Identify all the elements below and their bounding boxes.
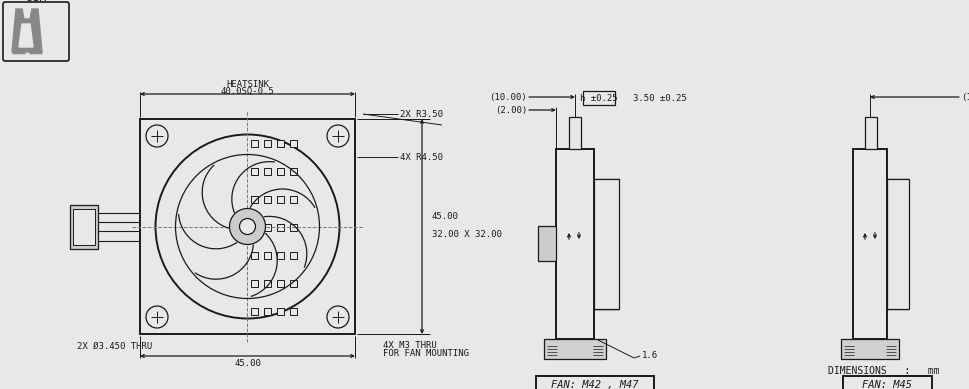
Polygon shape bbox=[12, 9, 42, 52]
Text: (10.00): (10.00) bbox=[489, 93, 526, 102]
Text: (10.50): (10.50) bbox=[960, 93, 969, 102]
Bar bbox=[277, 307, 284, 314]
Text: HEATSINK: HEATSINK bbox=[226, 79, 268, 89]
Text: 40.0SQ-0.5: 40.0SQ-0.5 bbox=[220, 86, 274, 96]
Text: h ±0.25: h ±0.25 bbox=[579, 93, 617, 102]
Bar bbox=[140, 119, 355, 334]
Text: 45.00: 45.00 bbox=[431, 212, 458, 221]
Circle shape bbox=[146, 125, 168, 147]
Text: 2X R3.50: 2X R3.50 bbox=[399, 109, 443, 119]
Circle shape bbox=[327, 306, 349, 328]
Bar bbox=[277, 140, 284, 147]
Bar bbox=[277, 168, 284, 175]
Bar bbox=[290, 280, 297, 287]
Bar bbox=[290, 252, 297, 259]
Bar bbox=[569, 117, 580, 149]
Bar bbox=[536, 376, 653, 389]
Bar bbox=[290, 140, 297, 147]
Bar bbox=[538, 226, 555, 261]
Polygon shape bbox=[19, 24, 33, 47]
Bar bbox=[886, 179, 908, 309]
Bar bbox=[265, 168, 271, 175]
Text: FAN: M45: FAN: M45 bbox=[861, 380, 912, 389]
Text: FAN: M42 , M47: FAN: M42 , M47 bbox=[550, 380, 639, 389]
Bar bbox=[290, 168, 297, 175]
Text: 1.6: 1.6 bbox=[641, 352, 657, 361]
Text: 3.50 ±0.25: 3.50 ±0.25 bbox=[633, 93, 686, 102]
Bar bbox=[544, 339, 606, 359]
Bar bbox=[593, 179, 618, 309]
Bar bbox=[265, 280, 271, 287]
Bar bbox=[842, 376, 931, 389]
Bar bbox=[265, 307, 271, 314]
Bar bbox=[840, 339, 898, 359]
Bar bbox=[251, 196, 258, 203]
Bar bbox=[251, 307, 258, 314]
Text: DIM: DIM bbox=[26, 0, 47, 3]
Text: DIMENSIONS   :   mm: DIMENSIONS : mm bbox=[828, 366, 939, 376]
Bar bbox=[290, 196, 297, 203]
Circle shape bbox=[239, 219, 255, 235]
Bar bbox=[277, 252, 284, 259]
Bar bbox=[251, 140, 258, 147]
Bar bbox=[277, 280, 284, 287]
Text: (2.00): (2.00) bbox=[494, 105, 526, 114]
Bar bbox=[251, 168, 258, 175]
Bar bbox=[555, 149, 593, 339]
Bar bbox=[251, 224, 258, 231]
Text: FOR FAN MOUNTING: FOR FAN MOUNTING bbox=[383, 349, 469, 359]
Bar bbox=[251, 280, 258, 287]
Bar bbox=[277, 196, 284, 203]
Text: 45.00: 45.00 bbox=[234, 359, 261, 368]
Bar bbox=[582, 91, 614, 105]
Bar bbox=[251, 252, 258, 259]
Bar bbox=[73, 209, 95, 245]
Text: 4X M3 THRU: 4X M3 THRU bbox=[383, 342, 436, 350]
Bar bbox=[265, 140, 271, 147]
Text: 32.00 X 32.00: 32.00 X 32.00 bbox=[431, 230, 501, 239]
Bar bbox=[864, 117, 876, 149]
Bar bbox=[70, 205, 98, 249]
Bar bbox=[290, 307, 297, 314]
Text: 4X R4.50: 4X R4.50 bbox=[399, 152, 443, 161]
Bar bbox=[277, 224, 284, 231]
Circle shape bbox=[155, 135, 339, 319]
Bar bbox=[265, 224, 271, 231]
Circle shape bbox=[327, 125, 349, 147]
Circle shape bbox=[146, 306, 168, 328]
Bar bbox=[852, 149, 886, 339]
Bar bbox=[265, 196, 271, 203]
Text: 2X Ø3.450 THRU: 2X Ø3.450 THRU bbox=[78, 342, 152, 350]
Bar bbox=[290, 224, 297, 231]
Bar bbox=[265, 252, 271, 259]
FancyBboxPatch shape bbox=[3, 2, 69, 61]
Circle shape bbox=[230, 209, 266, 245]
